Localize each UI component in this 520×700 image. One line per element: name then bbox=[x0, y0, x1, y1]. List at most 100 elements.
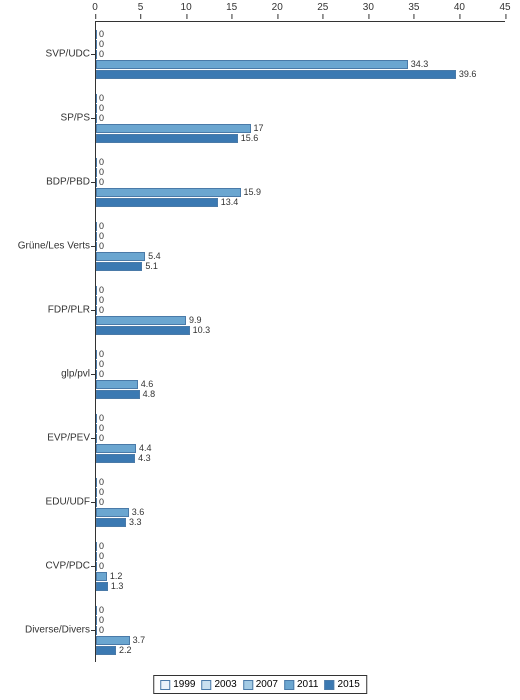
category-group: EVP/PEV0004.44.3 bbox=[96, 406, 505, 470]
bar-value-label: 0 bbox=[97, 626, 104, 635]
category-label: SVP/UDC bbox=[46, 49, 96, 60]
category-group: Grüne/Les Verts0005.45.1 bbox=[96, 214, 505, 278]
bar bbox=[96, 508, 129, 517]
category-label: FDP/PLR bbox=[48, 305, 96, 316]
legend: 1999 2003 2007 2011 2015 bbox=[153, 675, 367, 694]
bar-value-label: 0 bbox=[97, 50, 104, 59]
legend-label: 2011 bbox=[297, 679, 319, 690]
bar-value-label: 39.6 bbox=[457, 70, 477, 79]
bar-value-label: 13.4 bbox=[219, 198, 239, 207]
bar-value-label: 5.1 bbox=[143, 262, 158, 271]
bar-value-label: 3.6 bbox=[130, 508, 145, 517]
bar-value-label: 0 bbox=[97, 562, 104, 571]
bar-value-label: 1.3 bbox=[109, 582, 124, 591]
bar-value-label: 0 bbox=[97, 94, 104, 103]
legend-item: 1999 bbox=[160, 679, 195, 690]
legend-label: 2015 bbox=[338, 679, 360, 690]
x-tick: 0 bbox=[92, 2, 98, 13]
bar-value-label: 0 bbox=[97, 552, 104, 561]
category-group: BDP/PBD00015.913.4 bbox=[96, 150, 505, 214]
bar-value-label: 0 bbox=[97, 542, 104, 551]
bar bbox=[96, 134, 238, 143]
bar-value-label: 0 bbox=[97, 350, 104, 359]
x-tick: 15 bbox=[226, 2, 237, 13]
bar bbox=[96, 316, 186, 325]
x-tick: 40 bbox=[454, 2, 465, 13]
bar-value-label: 0 bbox=[97, 424, 104, 433]
x-tick: 5 bbox=[138, 2, 144, 13]
bar-value-label: 10.3 bbox=[191, 326, 211, 335]
bar bbox=[96, 380, 138, 389]
x-tick: 10 bbox=[181, 2, 192, 13]
legend-swatch bbox=[160, 680, 170, 690]
bar-value-label: 5.4 bbox=[146, 252, 161, 261]
bar-value-label: 0 bbox=[97, 222, 104, 231]
bar bbox=[96, 188, 241, 197]
bar-value-label: 0 bbox=[97, 242, 104, 251]
bar bbox=[96, 636, 130, 645]
bar-value-label: 0 bbox=[97, 370, 104, 379]
bar-value-label: 9.9 bbox=[187, 316, 202, 325]
bar bbox=[96, 390, 140, 399]
category-label: Diverse/Divers bbox=[25, 625, 96, 636]
bar bbox=[96, 582, 108, 591]
bar-value-label: 15.6 bbox=[239, 134, 259, 143]
legend-swatch bbox=[201, 680, 211, 690]
bar bbox=[96, 518, 126, 527]
bar-value-label: 15.9 bbox=[242, 188, 262, 197]
category-label: SP/PS bbox=[61, 113, 96, 124]
category-group: glp/pvl0004.64.8 bbox=[96, 342, 505, 406]
bar-value-label: 3.7 bbox=[131, 636, 146, 645]
bar bbox=[96, 60, 408, 69]
bar-value-label: 0 bbox=[97, 414, 104, 423]
bar bbox=[96, 124, 251, 133]
bar-value-label: 4.4 bbox=[137, 444, 152, 453]
category-group: SP/PS0001715.6 bbox=[96, 86, 505, 150]
bar-value-label: 2.2 bbox=[117, 646, 132, 655]
legend-item: 2015 bbox=[325, 679, 360, 690]
category-label: Grüne/Les Verts bbox=[18, 241, 96, 252]
legend-item: 2011 bbox=[284, 679, 319, 690]
bar-value-label: 17 bbox=[252, 124, 264, 133]
category-group: EDU/UDF0003.63.3 bbox=[96, 470, 505, 534]
bar bbox=[96, 252, 145, 261]
category-group: CVP/PDC0001.21.3 bbox=[96, 534, 505, 598]
x-tick: 25 bbox=[317, 2, 328, 13]
plot-area: SVP/UDC00034.339.6SP/PS0001715.6BDP/PBD0… bbox=[95, 22, 505, 662]
legend-label: 2003 bbox=[214, 679, 236, 690]
bar bbox=[96, 262, 142, 271]
bar bbox=[96, 572, 107, 581]
category-label: EDU/UDF bbox=[46, 497, 96, 508]
bar-value-label: 0 bbox=[97, 616, 104, 625]
bar-value-label: 0 bbox=[97, 178, 104, 187]
category-group: Diverse/Divers0003.72.2 bbox=[96, 598, 505, 662]
bar bbox=[96, 646, 116, 655]
category-group: FDP/PLR0009.910.3 bbox=[96, 278, 505, 342]
legend-label: 2007 bbox=[256, 679, 278, 690]
x-tick: 35 bbox=[408, 2, 419, 13]
category-label: EVP/PEV bbox=[47, 433, 96, 444]
bar-value-label: 0 bbox=[97, 360, 104, 369]
bar-value-label: 4.8 bbox=[141, 390, 156, 399]
bar bbox=[96, 70, 456, 79]
bar-value-label: 4.6 bbox=[139, 380, 154, 389]
bar-value-label: 0 bbox=[97, 40, 104, 49]
category-label: CVP/PDC bbox=[46, 561, 96, 572]
category-group: SVP/UDC00034.339.6 bbox=[96, 22, 505, 86]
bar-value-label: 0 bbox=[97, 478, 104, 487]
legend-swatch bbox=[284, 680, 294, 690]
x-tick: 20 bbox=[272, 2, 283, 13]
bar-value-label: 0 bbox=[97, 104, 104, 113]
bar-value-label: 3.3 bbox=[127, 518, 142, 527]
category-label: BDP/PBD bbox=[46, 177, 96, 188]
legend-item: 2003 bbox=[201, 679, 236, 690]
bar-value-label: 0 bbox=[97, 306, 104, 315]
legend-swatch bbox=[243, 680, 253, 690]
bar-value-label: 0 bbox=[97, 286, 104, 295]
bar-value-label: 0 bbox=[97, 158, 104, 167]
bar-value-label: 0 bbox=[97, 232, 104, 241]
bar-value-label: 1.2 bbox=[108, 572, 123, 581]
legend-label: 1999 bbox=[173, 679, 195, 690]
bar-value-label: 0 bbox=[97, 168, 104, 177]
bar bbox=[96, 454, 135, 463]
